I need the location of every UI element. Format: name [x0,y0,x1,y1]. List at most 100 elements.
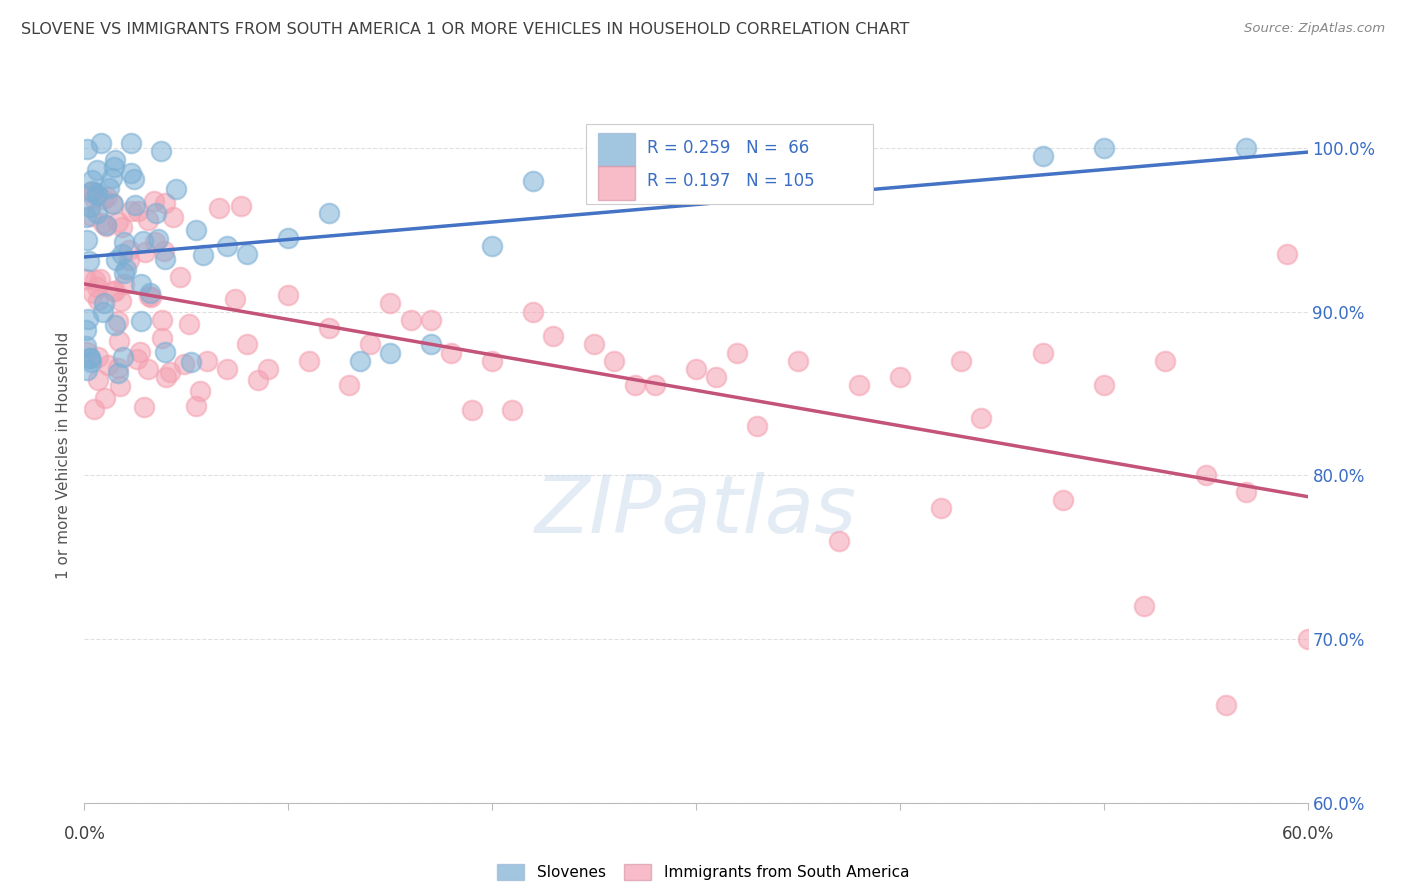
Point [94,218,117,232]
Point [277,288,299,302]
Point [1092,141,1115,155]
Point [136,361,159,376]
Point [1154,353,1177,368]
Point [277,231,299,245]
Point [1277,247,1299,261]
Point [100,196,122,211]
Text: 0.0%: 0.0% [63,825,105,843]
Point [169,270,191,285]
Point [339,378,361,392]
Point [481,239,503,253]
Point [146,232,169,246]
Point [79,351,101,365]
Point [420,337,443,351]
Point [747,419,769,434]
Point [129,277,152,292]
Point [112,351,135,365]
Point [93,296,115,310]
Point [111,219,134,234]
Point [208,201,231,215]
Point [86,187,108,202]
Point [522,304,544,318]
Point [107,367,129,381]
FancyBboxPatch shape [598,166,636,200]
Point [87,350,110,364]
Point [1236,141,1258,155]
Point [75,210,97,224]
Point [1195,468,1218,483]
Point [97,181,120,195]
Text: 60.0%: 60.0% [1281,825,1334,843]
Point [124,172,146,186]
Point [75,323,97,337]
Point [141,290,163,304]
Point [153,196,176,211]
Point [1215,698,1237,712]
Point [104,318,127,332]
Point [522,174,544,188]
Point [125,352,148,367]
Point [1052,492,1074,507]
Point [399,313,422,327]
Point [75,272,97,286]
Point [91,216,114,230]
Point [128,345,150,359]
Point [118,253,141,268]
Point [134,245,156,260]
Point [87,293,110,307]
Point [177,317,200,331]
Point [257,362,280,376]
Point [103,161,125,175]
Point [1236,484,1258,499]
Point [440,345,463,359]
Point [79,200,101,214]
Point [96,358,118,372]
Point [186,223,208,237]
Legend: Slovenes, Immigrants from South America: Slovenes, Immigrants from South America [496,864,910,880]
Point [86,205,108,219]
Point [84,273,107,287]
Point [112,277,135,292]
Point [1032,345,1054,359]
Point [217,362,239,376]
Point [787,353,810,368]
Point [127,203,149,218]
Point [104,284,127,298]
Point [229,199,252,213]
Point [224,292,246,306]
Point [195,353,218,368]
Point [318,206,340,220]
Point [80,185,103,199]
Point [107,314,129,328]
Point [1092,378,1115,392]
Point [318,321,340,335]
Point [624,378,647,392]
Text: ZIPatlas: ZIPatlas [534,472,858,549]
Point [124,198,146,212]
Point [110,293,132,308]
Point [76,344,98,359]
Point [110,246,132,260]
Point [86,279,108,293]
Point [103,197,125,211]
Text: Source: ZipAtlas.com: Source: ZipAtlas.com [1244,22,1385,36]
Text: R = 0.197   N = 105: R = 0.197 N = 105 [647,172,814,191]
Point [193,248,215,262]
Point [1032,149,1054,163]
Point [145,206,167,220]
Point [706,370,728,384]
Point [848,378,870,392]
Point [120,166,142,180]
Point [359,337,381,351]
Point [461,403,484,417]
Point [603,157,626,171]
Point [165,182,187,196]
Point [583,337,606,351]
Point [108,379,131,393]
Point [120,204,142,219]
Point [112,266,135,280]
Point [184,400,207,414]
Point [101,171,124,186]
Point [108,334,131,348]
Point [114,262,136,277]
